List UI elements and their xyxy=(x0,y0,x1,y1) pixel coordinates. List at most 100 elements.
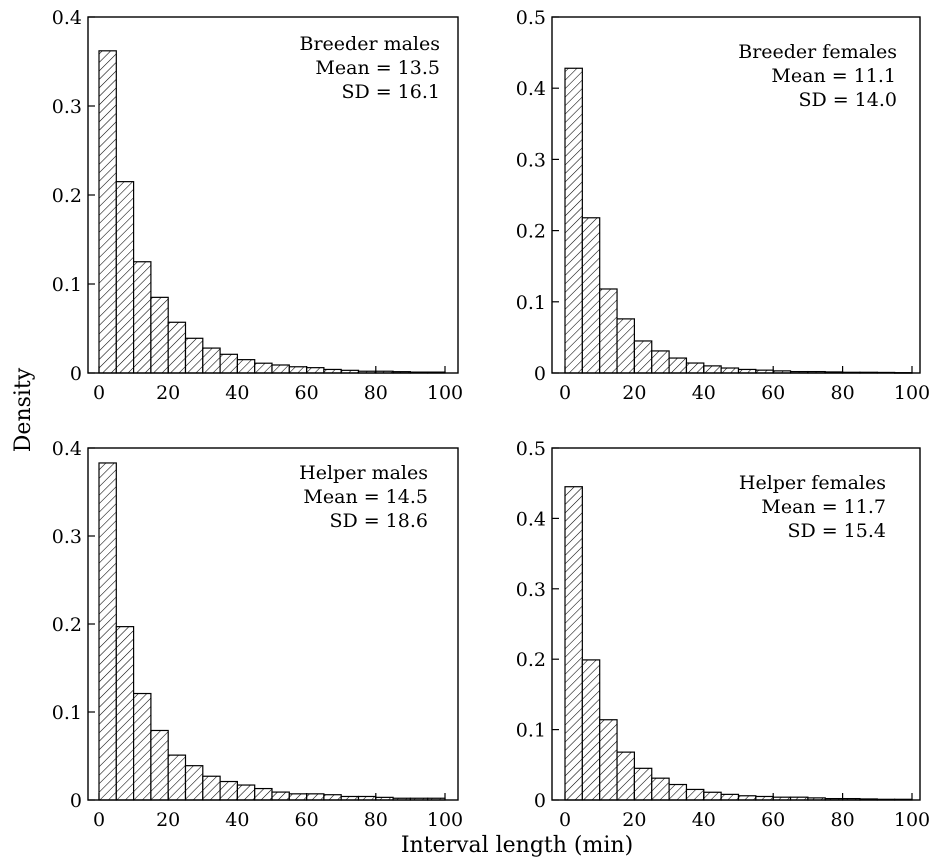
histogram-bar xyxy=(202,775,221,801)
y-tick-label: 0.2 xyxy=(516,221,546,243)
x-tick-label: 0 xyxy=(93,809,105,831)
histogram-bar xyxy=(564,486,583,801)
panel-annotation-line: SD = 16.1 xyxy=(341,81,440,103)
y-tick-label: 0.3 xyxy=(52,526,82,548)
panel-annotation-line: Mean = 11.7 xyxy=(761,496,886,518)
histogram-bar xyxy=(184,765,204,801)
histogram-panel-2: 0 0.1 0.2 0.3 0.4 0.5 0 20 40 60 80 100 Breeder fema… xyxy=(516,7,930,404)
x-tick-label: 100 xyxy=(427,809,463,831)
histogram-bar xyxy=(633,767,653,801)
histogram-bar xyxy=(202,347,221,374)
histogram-bar xyxy=(599,288,618,374)
y-tick-label: 0 xyxy=(534,363,546,385)
histogram-bar xyxy=(236,359,256,374)
histogram-bar xyxy=(323,794,342,801)
histogram-bar xyxy=(599,719,618,801)
y-tick-label: 0.4 xyxy=(516,508,546,530)
histogram-bar xyxy=(98,462,117,801)
x-tick-label: 0 xyxy=(93,382,105,404)
x-tick-label: 60 xyxy=(761,382,785,404)
histogram-bar xyxy=(581,659,601,801)
histogram-bar xyxy=(633,340,653,374)
x-tick-label: 100 xyxy=(894,809,930,831)
histogram-bar xyxy=(668,357,688,374)
y-tick-label: 0.2 xyxy=(52,185,82,207)
histogram-bar xyxy=(254,362,273,374)
histogram-bar xyxy=(184,337,204,374)
plot-frame xyxy=(551,447,921,801)
x-tick-label: 20 xyxy=(622,809,646,831)
histogram-bar xyxy=(167,754,187,801)
x-tick-label: 40 xyxy=(225,809,249,831)
histogram-bar xyxy=(150,296,169,374)
y-tick-label: 0.5 xyxy=(516,438,546,460)
y-tick-label: 0.4 xyxy=(516,78,546,100)
histogram-bar xyxy=(720,367,740,374)
histogram-bar xyxy=(288,793,308,801)
panel-annotation-line: Mean = 14.5 xyxy=(303,486,428,508)
y-tick-label: 0.2 xyxy=(52,614,82,636)
histogram-bar xyxy=(306,367,325,374)
y-axis-label: Density xyxy=(11,367,36,452)
x-tick-label: 80 xyxy=(364,382,388,404)
x-tick-label: 0 xyxy=(559,809,571,831)
x-tick-label: 80 xyxy=(831,382,855,404)
x-tick-label: 40 xyxy=(225,382,249,404)
panel-annotation-line: Mean = 13.5 xyxy=(315,57,440,79)
histogram-bar xyxy=(98,50,117,374)
histogram-bar xyxy=(236,784,256,801)
panel-annotation-line: SD = 18.6 xyxy=(329,510,428,532)
histogram-bar xyxy=(616,751,635,801)
y-tick-label: 0.1 xyxy=(516,720,546,742)
histogram-bar xyxy=(306,793,325,801)
histogram-bar xyxy=(254,787,273,801)
histogram-bar xyxy=(115,626,135,801)
y-tick-label: 0.1 xyxy=(52,274,82,296)
y-tick-label: 0 xyxy=(534,790,546,812)
y-tick-label: 0 xyxy=(70,790,82,812)
histogram-bar xyxy=(564,67,583,374)
histogram-bar xyxy=(651,350,670,374)
y-tick-label: 0.4 xyxy=(52,438,82,460)
y-tick-label: 0.5 xyxy=(516,7,546,29)
histogram-bar xyxy=(271,364,290,374)
histogram-bar xyxy=(133,692,152,801)
y-tick-label: 0.3 xyxy=(516,149,546,171)
y-tick-label: 0.1 xyxy=(516,292,546,314)
x-axis-label: Interval length (min) xyxy=(401,833,633,858)
x-tick-label: 20 xyxy=(622,382,646,404)
histogram-bar xyxy=(651,777,670,801)
histogram-bar xyxy=(668,783,688,801)
x-tick-label: 60 xyxy=(761,809,785,831)
histogram-bar xyxy=(703,365,722,374)
histogram-bar xyxy=(167,321,187,374)
histogram-bar xyxy=(720,793,740,801)
y-tick-label: 0.4 xyxy=(52,7,82,29)
x-tick-label: 20 xyxy=(156,382,180,404)
panel-annotation-line: Mean = 11.1 xyxy=(771,65,896,87)
histogram-bar xyxy=(271,791,290,801)
x-tick-label: 0 xyxy=(559,382,571,404)
histogram-bar xyxy=(115,181,135,374)
histogram-bar xyxy=(133,261,152,374)
y-tick-label: 0.3 xyxy=(516,579,546,601)
histogram-bar xyxy=(288,366,308,374)
x-tick-label: 100 xyxy=(894,382,930,404)
x-tick-label: 60 xyxy=(295,382,319,404)
x-tick-label: 80 xyxy=(831,809,855,831)
panel-annotation-line: SD = 14.0 xyxy=(798,89,897,111)
histogram-bar xyxy=(150,729,169,801)
histogram-bar xyxy=(616,318,635,374)
panel-annotation-line: Breeder males xyxy=(300,33,440,55)
x-tick-label: 20 xyxy=(156,809,180,831)
x-tick-label: 40 xyxy=(692,382,716,404)
x-tick-label: 80 xyxy=(364,809,388,831)
x-tick-label: 60 xyxy=(295,809,319,831)
histogram-bar xyxy=(581,217,601,374)
plot-frame xyxy=(551,16,921,374)
histogram-bar xyxy=(703,791,722,801)
histogram-panel-3: 0 0.1 0.2 0.3 0.4 0 20 40 60 80 100 Helper malesMea… xyxy=(52,438,463,831)
panel-annotation-line: Breeder females xyxy=(738,41,897,63)
panel-annotation-line: Helper males xyxy=(299,462,428,484)
